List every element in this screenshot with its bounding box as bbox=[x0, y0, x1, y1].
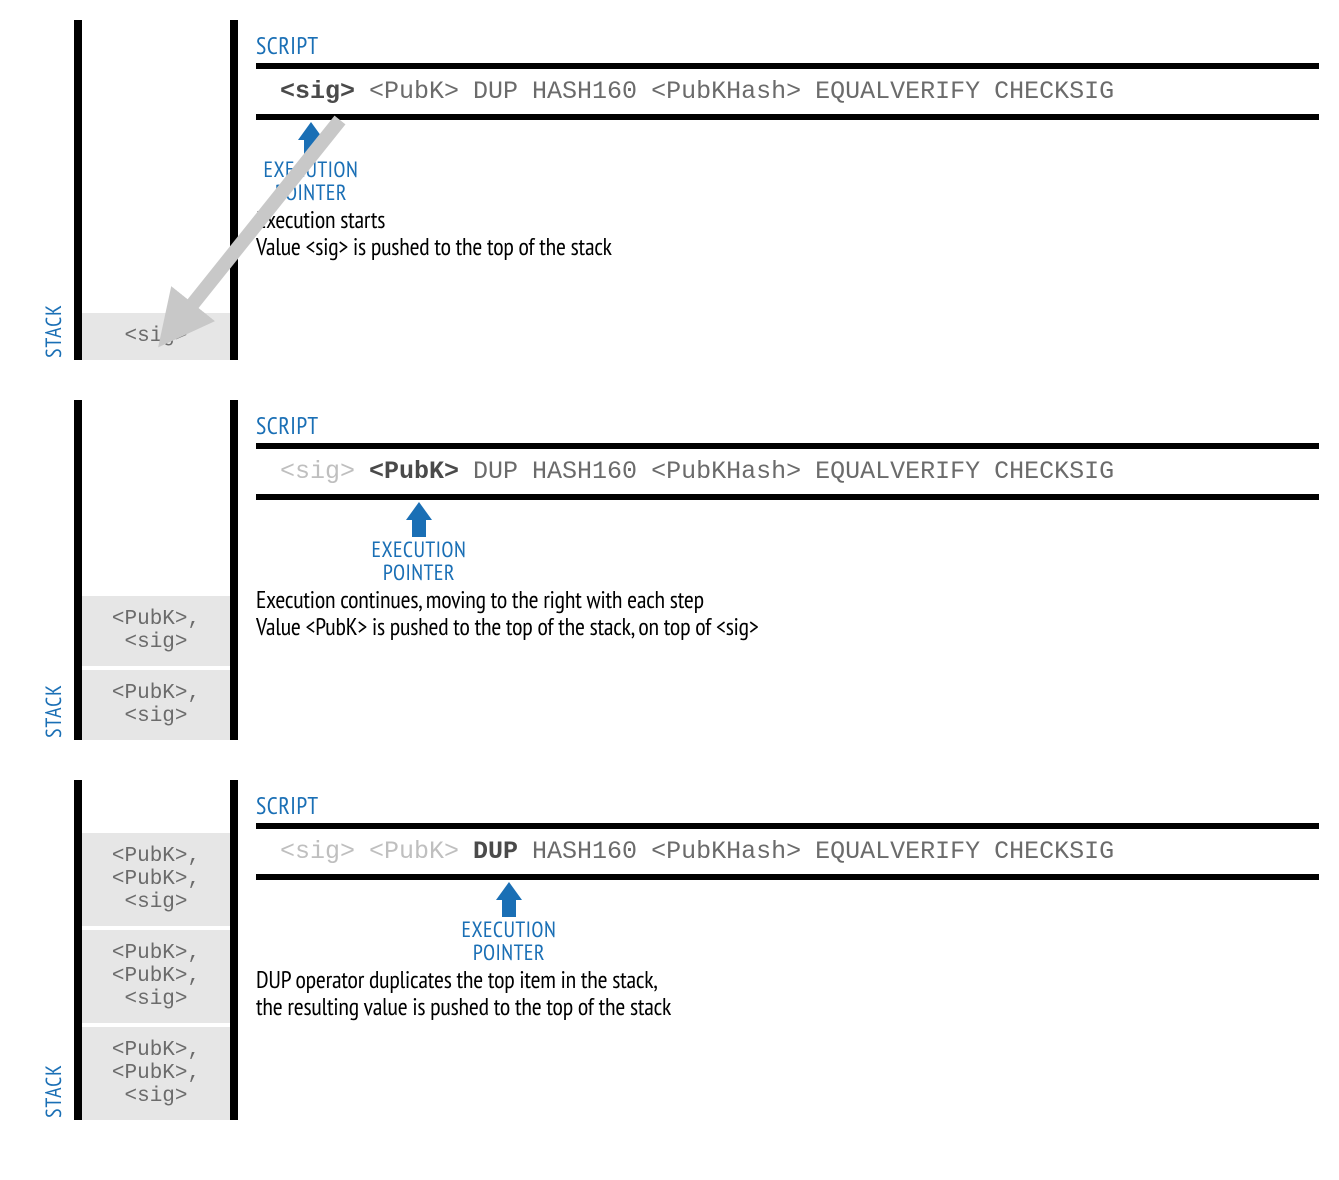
script-token: <sig> bbox=[280, 837, 355, 866]
pointer-label: EXECUTION POINTER bbox=[372, 539, 467, 585]
script-box: <sig> <PubK> DUP HASH160 <PubKHash> EQUALVERI… bbox=[256, 443, 1319, 500]
pointer-label-line2: POINTER bbox=[383, 559, 455, 587]
script-token: CHECKSIG bbox=[994, 837, 1114, 866]
stack-label: STACK bbox=[40, 304, 68, 358]
script-token: EQUALVERIFY bbox=[815, 457, 980, 486]
script-token: CHECKSIG bbox=[994, 77, 1114, 106]
step-description: Execution continues, moving to the right… bbox=[256, 587, 1319, 640]
step-right-column: SCRIPT <sig> <PubK> DUP HASH160 <PubKHash> EQ… bbox=[238, 20, 1319, 360]
execution-step: STACK <sig> SCRIPT <sig> <PubK> DUP HASH160… bbox=[40, 20, 1319, 360]
stack-column: <PubK>,<PubK>,<sig><PubK>,<PubK>,<sig><P… bbox=[74, 780, 238, 1120]
execution-pointer: EXECUTION POINTER bbox=[496, 882, 1319, 965]
execution-step: STACK <PubK>,<PubK>,<sig><PubK>,<PubK>,<… bbox=[40, 780, 1319, 1120]
pointer-label-line2: POINTER bbox=[473, 939, 545, 967]
script-token: <PubK> bbox=[369, 837, 459, 866]
desc-line2: the resulting value is pushed to the top… bbox=[256, 991, 671, 1022]
script-token: CHECKSIG bbox=[994, 457, 1114, 486]
pointer-label: EXECUTION POINTER bbox=[462, 919, 557, 965]
step-description: Execution starts Value <sig> is pushed t… bbox=[256, 207, 1319, 260]
pointer-arrow-icon bbox=[496, 882, 522, 917]
execution-pointer: EXECUTION POINTER bbox=[406, 502, 1319, 585]
script-token: HASH160 bbox=[532, 77, 637, 106]
script-token: <PubKHash> bbox=[651, 77, 801, 106]
desc-line2: Value <PubK> is pushed to the top of the… bbox=[256, 611, 759, 642]
script-token: <PubK> bbox=[369, 77, 459, 106]
stack-column: <PubK>,<sig><PubK>,<sig> bbox=[74, 400, 238, 740]
step-right-column: SCRIPT <sig> <PubK> DUP HASH160 <PubKHash> EQ… bbox=[238, 400, 1319, 740]
stack-label: STACK bbox=[40, 1064, 68, 1118]
script-token: <PubK> bbox=[369, 457, 459, 486]
script-token: EQUALVERIFY bbox=[815, 837, 980, 866]
script-token: HASH160 bbox=[532, 457, 637, 486]
pointer-label-line2: POINTER bbox=[275, 179, 347, 207]
script-label: SCRIPT bbox=[256, 410, 1319, 441]
script-token: DUP bbox=[473, 837, 518, 866]
diagram-root: STACK <sig> SCRIPT <sig> <PubK> DUP HASH160… bbox=[40, 20, 1319, 1120]
stack-item: <PubK>,<PubK>,<sig> bbox=[82, 1027, 230, 1120]
script-box: <sig> <PubK> DUP HASH160 <PubKHash> EQUALVERI… bbox=[256, 823, 1319, 880]
pointer-arrow-icon bbox=[406, 502, 432, 537]
script-token: <sig> bbox=[280, 77, 355, 106]
script-token: HASH160 bbox=[532, 837, 637, 866]
stack-item: <sig> bbox=[82, 313, 230, 360]
pointer-arrow-icon bbox=[298, 122, 324, 157]
step-description: DUP operator duplicates the top item in … bbox=[256, 967, 1319, 1020]
stack-item: <PubK>,<PubK>,<sig> bbox=[82, 833, 230, 926]
script-token: EQUALVERIFY bbox=[815, 77, 980, 106]
execution-pointer: EXECUTION POINTER bbox=[298, 122, 1319, 205]
stack-column: <sig> bbox=[74, 20, 238, 360]
stack-item: <PubK>,<sig> bbox=[82, 596, 230, 666]
step-right-column: SCRIPT <sig> <PubK> DUP HASH160 <PubKHash> EQ… bbox=[238, 780, 1319, 1120]
script-box: <sig> <PubK> DUP HASH160 <PubKHash> EQUALVERI… bbox=[256, 63, 1319, 120]
script-label: SCRIPT bbox=[256, 790, 1319, 821]
script-token: DUP bbox=[473, 457, 518, 486]
script-token: <PubKHash> bbox=[651, 457, 801, 486]
script-token: <PubKHash> bbox=[651, 837, 801, 866]
pointer-label: EXECUTION POINTER bbox=[264, 159, 359, 205]
script-token: DUP bbox=[473, 77, 518, 106]
stack-label: STACK bbox=[40, 684, 68, 738]
stack-item: <PubK>,<sig> bbox=[82, 670, 230, 740]
execution-step: STACK <PubK>,<sig><PubK>,<sig> SCRIPT <s… bbox=[40, 400, 1319, 740]
script-token: <sig> bbox=[280, 457, 355, 486]
script-label: SCRIPT bbox=[256, 30, 1319, 61]
stack-item: <PubK>,<PubK>,<sig> bbox=[82, 930, 230, 1023]
desc-line2: Value <sig> is pushed to the top of the … bbox=[256, 231, 612, 262]
